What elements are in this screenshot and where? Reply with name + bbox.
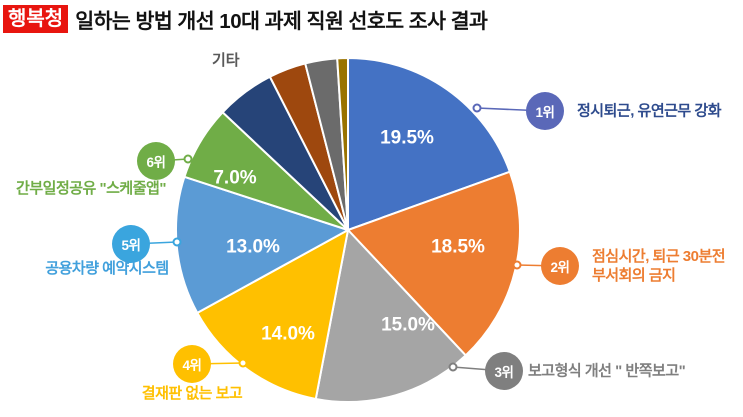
rank-badge-4위: 4위 — [173, 345, 211, 383]
callout-label-line: 점심시간, 퇴근 30분전 — [592, 248, 726, 265]
pie-slice-3위 — [314, 229, 467, 403]
pie-slice-etc-9 — [336, 57, 349, 231]
leader-dot-6위 — [183, 154, 193, 164]
page-title: 일하는 방법 개선 10대 과제 직원 선호도 조사 결과 — [75, 10, 488, 33]
slice-pct-label-3위: 15.0% — [381, 315, 435, 336]
others-label: 기타 — [212, 52, 240, 69]
leader-dot-5위 — [172, 237, 182, 247]
slice-pct-label-2위: 18.5% — [431, 237, 485, 258]
leader-dot-4위 — [238, 358, 248, 368]
callout-label-line: 부서회의 금지 — [592, 267, 676, 284]
callout-label-line: 공용차량 예약시스템 — [45, 260, 169, 277]
header: 행복청 일하는 방법 개선 10대 과제 직원 선호도 조사 결과 — [3, 4, 488, 34]
rank-badge-2위: 2위 — [541, 247, 579, 285]
callout-label-5위: 공용차량 예약시스템 — [45, 259, 169, 278]
callout-label-line: 보고형식 개선 " 반쪽보고" — [528, 362, 686, 380]
pie-slice-2위 — [347, 170, 521, 357]
leader-dot-3위 — [448, 362, 458, 372]
rank-badge-3위: 3위 — [485, 352, 523, 390]
callout-label-4위: 결재판 없는 보고 — [141, 384, 243, 403]
pie-slice-4위 — [196, 229, 349, 400]
leader-dot-2위 — [512, 260, 522, 270]
slice-pct-label-6위: 7.0% — [213, 168, 256, 189]
callout-label-line: 정시퇴근, 유연근무 강화 — [577, 102, 722, 120]
callout-label-1위: 정시퇴근, 유연근무 강화 — [577, 102, 722, 121]
callout-label-6위: 간부일정공유 "스케줄앱" — [16, 179, 166, 198]
callout-label-line: 간부일정공유 "스케줄앱" — [16, 180, 166, 197]
rank-badge-6위: 6위 — [137, 142, 175, 180]
slice-pct-label-4위: 14.0% — [261, 324, 315, 345]
callout-label-line: 결재판 없는 보고 — [141, 385, 243, 402]
slice-pct-label-1위: 19.5% — [380, 128, 434, 149]
rank-badge-1위: 1위 — [526, 92, 564, 130]
rank-badge-5위: 5위 — [112, 225, 150, 263]
pie-slice-1위 — [347, 57, 511, 231]
callout-label-3위: 보고형식 개선 " 반쪽보고" — [528, 362, 686, 381]
slice-pct-label-5위: 13.0% — [226, 237, 280, 258]
agency-badge: 행복청 — [3, 5, 69, 33]
leader-dot-1위 — [472, 103, 482, 113]
